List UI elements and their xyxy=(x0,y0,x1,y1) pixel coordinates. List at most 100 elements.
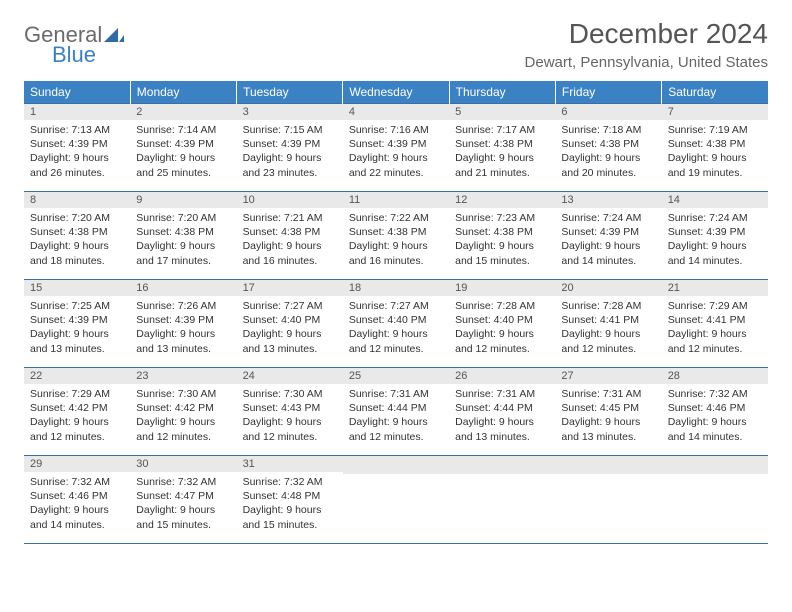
day-line-sr: Sunrise: 7:30 AM xyxy=(136,387,230,401)
day-number: 16 xyxy=(130,280,236,296)
day-number: 2 xyxy=(130,104,236,120)
calendar-table: Sunday Monday Tuesday Wednesday Thursday… xyxy=(24,81,768,544)
day-line-sr: Sunrise: 7:21 AM xyxy=(243,211,337,225)
calendar-day-cell: 2Sunrise: 7:14 AMSunset: 4:39 PMDaylight… xyxy=(130,104,236,192)
weekday-header: Monday xyxy=(130,81,236,104)
day-line-d2: and 15 minutes. xyxy=(136,518,230,532)
day-line-sr: Sunrise: 7:31 AM xyxy=(561,387,655,401)
day-line-sr: Sunrise: 7:27 AM xyxy=(243,299,337,313)
calendar-week-row: 1Sunrise: 7:13 AMSunset: 4:39 PMDaylight… xyxy=(24,104,768,192)
day-line-ss: Sunset: 4:48 PM xyxy=(243,489,337,503)
day-line-d2: and 13 minutes. xyxy=(30,342,124,356)
day-line-sr: Sunrise: 7:31 AM xyxy=(349,387,443,401)
day-line-d1: Daylight: 9 hours xyxy=(561,415,655,429)
day-line-d1: Daylight: 9 hours xyxy=(136,327,230,341)
day-line-d1: Daylight: 9 hours xyxy=(455,415,549,429)
day-line-ss: Sunset: 4:44 PM xyxy=(349,401,443,415)
day-line-sr: Sunrise: 7:24 AM xyxy=(561,211,655,225)
weekday-header-row: Sunday Monday Tuesday Wednesday Thursday… xyxy=(24,81,768,104)
day-line-ss: Sunset: 4:42 PM xyxy=(30,401,124,415)
day-line-ss: Sunset: 4:46 PM xyxy=(30,489,124,503)
day-line-d1: Daylight: 9 hours xyxy=(136,415,230,429)
day-line-ss: Sunset: 4:45 PM xyxy=(561,401,655,415)
day-number: 18 xyxy=(343,280,449,296)
day-line-d1: Daylight: 9 hours xyxy=(668,151,762,165)
day-number: 13 xyxy=(555,192,661,208)
day-line-d2: and 18 minutes. xyxy=(30,254,124,268)
calendar-day-cell: 14Sunrise: 7:24 AMSunset: 4:39 PMDayligh… xyxy=(662,192,768,280)
day-line-d1: Daylight: 9 hours xyxy=(243,503,337,517)
day-number: 12 xyxy=(449,192,555,208)
day-line-sr: Sunrise: 7:20 AM xyxy=(136,211,230,225)
day-number: 28 xyxy=(662,368,768,384)
day-line-d1: Daylight: 9 hours xyxy=(349,151,443,165)
day-line-ss: Sunset: 4:38 PM xyxy=(349,225,443,239)
day-content: Sunrise: 7:21 AMSunset: 4:38 PMDaylight:… xyxy=(237,208,343,272)
day-line-d2: and 12 minutes. xyxy=(136,430,230,444)
day-content: Sunrise: 7:32 AMSunset: 4:46 PMDaylight:… xyxy=(662,384,768,448)
day-number: 20 xyxy=(555,280,661,296)
day-number: 19 xyxy=(449,280,555,296)
day-line-d2: and 13 minutes. xyxy=(561,430,655,444)
day-number: 23 xyxy=(130,368,236,384)
calendar-day-cell: 19Sunrise: 7:28 AMSunset: 4:40 PMDayligh… xyxy=(449,280,555,368)
day-content: Sunrise: 7:31 AMSunset: 4:44 PMDaylight:… xyxy=(343,384,449,448)
day-content: Sunrise: 7:32 AMSunset: 4:48 PMDaylight:… xyxy=(237,472,343,536)
day-line-sr: Sunrise: 7:15 AM xyxy=(243,123,337,137)
day-line-d2: and 23 minutes. xyxy=(243,166,337,180)
day-line-ss: Sunset: 4:38 PM xyxy=(668,137,762,151)
day-line-d2: and 12 minutes. xyxy=(455,342,549,356)
day-number-empty xyxy=(555,456,661,474)
day-line-d2: and 25 minutes. xyxy=(136,166,230,180)
calendar-day-cell: 9Sunrise: 7:20 AMSunset: 4:38 PMDaylight… xyxy=(130,192,236,280)
day-line-sr: Sunrise: 7:26 AM xyxy=(136,299,230,313)
day-line-d2: and 14 minutes. xyxy=(561,254,655,268)
day-line-ss: Sunset: 4:38 PM xyxy=(455,137,549,151)
calendar-day-cell xyxy=(343,456,449,544)
day-line-d2: and 16 minutes. xyxy=(243,254,337,268)
day-line-d1: Daylight: 9 hours xyxy=(136,151,230,165)
calendar-day-cell: 20Sunrise: 7:28 AMSunset: 4:41 PMDayligh… xyxy=(555,280,661,368)
day-line-d1: Daylight: 9 hours xyxy=(349,415,443,429)
calendar-day-cell: 17Sunrise: 7:27 AMSunset: 4:40 PMDayligh… xyxy=(237,280,343,368)
calendar-day-cell: 3Sunrise: 7:15 AMSunset: 4:39 PMDaylight… xyxy=(237,104,343,192)
day-content: Sunrise: 7:27 AMSunset: 4:40 PMDaylight:… xyxy=(237,296,343,360)
day-number: 22 xyxy=(24,368,130,384)
day-line-sr: Sunrise: 7:20 AM xyxy=(30,211,124,225)
day-line-d1: Daylight: 9 hours xyxy=(561,151,655,165)
calendar-day-cell: 10Sunrise: 7:21 AMSunset: 4:38 PMDayligh… xyxy=(237,192,343,280)
day-line-d1: Daylight: 9 hours xyxy=(136,239,230,253)
day-content: Sunrise: 7:28 AMSunset: 4:40 PMDaylight:… xyxy=(449,296,555,360)
calendar-day-cell: 25Sunrise: 7:31 AMSunset: 4:44 PMDayligh… xyxy=(343,368,449,456)
day-number: 11 xyxy=(343,192,449,208)
day-line-ss: Sunset: 4:44 PM xyxy=(455,401,549,415)
day-content: Sunrise: 7:25 AMSunset: 4:39 PMDaylight:… xyxy=(24,296,130,360)
day-line-sr: Sunrise: 7:28 AM xyxy=(455,299,549,313)
day-line-d1: Daylight: 9 hours xyxy=(30,151,124,165)
day-number: 31 xyxy=(237,456,343,472)
day-content: Sunrise: 7:28 AMSunset: 4:41 PMDaylight:… xyxy=(555,296,661,360)
day-line-d2: and 12 minutes. xyxy=(30,430,124,444)
day-number: 4 xyxy=(343,104,449,120)
calendar-day-cell: 13Sunrise: 7:24 AMSunset: 4:39 PMDayligh… xyxy=(555,192,661,280)
day-line-d2: and 13 minutes. xyxy=(243,342,337,356)
calendar-day-cell: 22Sunrise: 7:29 AMSunset: 4:42 PMDayligh… xyxy=(24,368,130,456)
day-content: Sunrise: 7:26 AMSunset: 4:39 PMDaylight:… xyxy=(130,296,236,360)
day-line-sr: Sunrise: 7:19 AM xyxy=(668,123,762,137)
day-content: Sunrise: 7:20 AMSunset: 4:38 PMDaylight:… xyxy=(24,208,130,272)
day-line-d2: and 15 minutes. xyxy=(243,518,337,532)
calendar-day-cell: 21Sunrise: 7:29 AMSunset: 4:41 PMDayligh… xyxy=(662,280,768,368)
calendar-week-row: 8Sunrise: 7:20 AMSunset: 4:38 PMDaylight… xyxy=(24,192,768,280)
day-line-d2: and 26 minutes. xyxy=(30,166,124,180)
day-number: 15 xyxy=(24,280,130,296)
day-number: 7 xyxy=(662,104,768,120)
day-line-d1: Daylight: 9 hours xyxy=(30,239,124,253)
day-line-d2: and 22 minutes. xyxy=(349,166,443,180)
day-line-d2: and 12 minutes. xyxy=(561,342,655,356)
day-content: Sunrise: 7:13 AMSunset: 4:39 PMDaylight:… xyxy=(24,120,130,184)
day-line-sr: Sunrise: 7:27 AM xyxy=(349,299,443,313)
day-line-sr: Sunrise: 7:14 AM xyxy=(136,123,230,137)
day-line-ss: Sunset: 4:38 PM xyxy=(243,225,337,239)
day-line-sr: Sunrise: 7:29 AM xyxy=(30,387,124,401)
day-line-d1: Daylight: 9 hours xyxy=(668,415,762,429)
